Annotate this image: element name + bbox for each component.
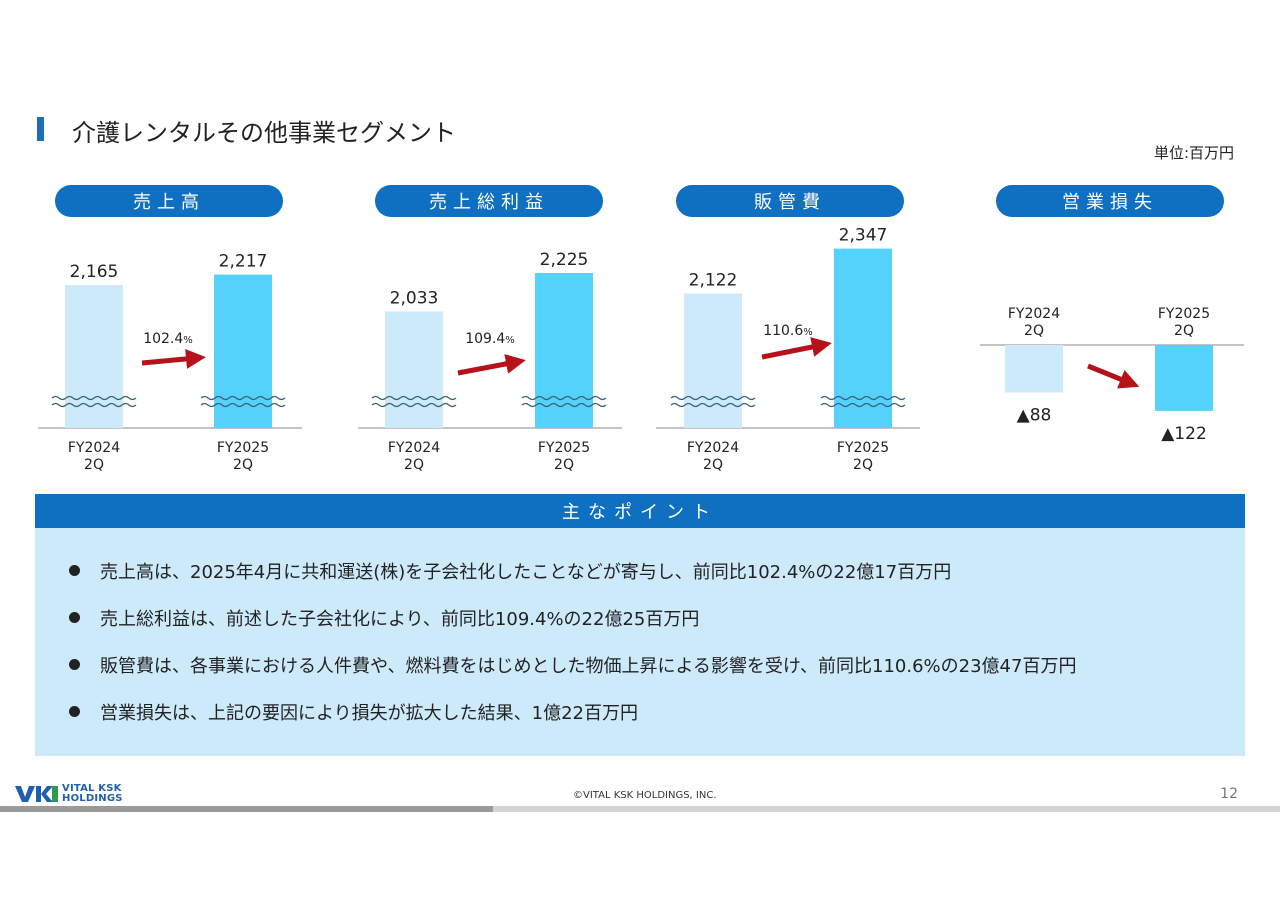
growth-arrow (457, 354, 526, 376)
chart-title-gross-profit: 売上総利益 (375, 185, 603, 217)
bar (65, 285, 123, 428)
bar (1155, 345, 1213, 411)
segment-charts: 2,165 FY2024 2Q 2,217 FY2025 2Q 102.4% 2,033 FY2… (38, 226, 1244, 473)
tick-label: FY2025 2Q (837, 440, 889, 473)
axis-break (200, 395, 286, 401)
axis-break (670, 395, 756, 401)
point-item: 売上総利益は、前述した子会社化により、前同比109.4%の22億25百万円 (65, 605, 1076, 652)
tick-label: FY2024 2Q (1008, 306, 1060, 339)
tick-label: FY2024 2Q (687, 440, 739, 473)
points-heading: 主なポイント (35, 494, 1245, 528)
growth-arrow (141, 348, 206, 369)
tick-label: FY2025 2Q (538, 440, 590, 473)
chart-title-operating-loss: 営業損失 (996, 185, 1224, 217)
bar (535, 273, 593, 428)
bullet-icon (69, 706, 80, 717)
data-label: 2,165 (70, 262, 119, 282)
data-label: ▲122 (1161, 424, 1207, 444)
chart-title-sga: 販管費 (676, 185, 904, 217)
logo-line-1: VITAL KSK (62, 783, 122, 794)
growth-arrow (1087, 363, 1140, 389)
change-label: 109.4% (465, 331, 515, 347)
footer-divider (0, 806, 1280, 812)
bar (1005, 345, 1063, 393)
tick-label: FY2025 2Q (217, 440, 269, 473)
point-text: 売上高は、2025年4月に共和運送(株)を子会社化したことなどが寄与し、前同比1… (100, 562, 952, 583)
axis-break (371, 395, 457, 401)
axis-break (200, 402, 286, 408)
point-item: 営業損失は、上記の要因により損失が拡大した結果、1億22百万円 (65, 699, 1076, 746)
data-label: ▲88 (1017, 406, 1052, 426)
points-box: 売上高は、2025年4月に共和運送(株)を子会社化したことなどが寄与し、前同比1… (35, 528, 1245, 756)
axis-break (820, 395, 906, 401)
tick-label: FY2024 2Q (388, 440, 440, 473)
bar (385, 311, 443, 428)
data-label: 2,347 (839, 226, 888, 246)
point-text: 売上総利益は、前述した子会社化により、前同比109.4%の22億25百万円 (100, 609, 700, 630)
data-label: 2,122 (689, 271, 738, 291)
unit-label: 単位:百万円 (1153, 144, 1234, 162)
point-item: 売上高は、2025年4月に共和運送(株)を子会社化したことなどが寄与し、前同比1… (65, 558, 1076, 605)
tick-label: FY2024 2Q (68, 440, 120, 473)
page-number: 12 (1220, 786, 1238, 802)
point-item: 販管費は、各事業における人件費や、燃料費をはじめとした物価上昇による影響を受け、… (65, 652, 1076, 699)
bar (684, 293, 742, 428)
logo-text: VITAL KSK HOLDINGS (62, 784, 123, 804)
change-label: 110.6% (763, 323, 813, 339)
bullet-icon (69, 612, 80, 623)
tick-label: FY2025 2Q (1158, 306, 1210, 339)
change-label: 102.4% (143, 331, 193, 347)
logo-mark-icon (15, 786, 58, 802)
logo-line-2: HOLDINGS (62, 793, 123, 804)
points-list: 売上高は、2025年4月に共和運送(株)を子会社化したことなどが寄与し、前同比1… (65, 558, 1076, 746)
point-text: 営業損失は、上記の要因により損失が拡大した結果、1億22百万円 (100, 703, 638, 724)
bullet-icon (69, 659, 80, 670)
axis-break (51, 395, 137, 401)
chart-title-sales: 売上高 (55, 185, 283, 217)
axis-break (51, 402, 137, 408)
growth-arrow (761, 337, 832, 360)
page-title: 介護レンタルその他事業セグメント (72, 119, 456, 147)
bullet-icon (69, 565, 80, 576)
axis-break (820, 402, 906, 408)
bar (214, 274, 272, 428)
data-label: 2,033 (390, 288, 439, 308)
company-logo: VITAL KSK HOLDINGS (15, 784, 123, 804)
data-label: 2,225 (540, 250, 589, 270)
axis-break (521, 402, 607, 408)
axis-break (521, 395, 607, 401)
copyright: ©VITAL KSK HOLDINGS, INC. (573, 790, 717, 801)
bar (834, 248, 892, 428)
point-text: 販管費は、各事業における人件費や、燃料費をはじめとした物価上昇による影響を受け、… (100, 656, 1077, 677)
data-label: 2,217 (219, 252, 268, 272)
axis-break (371, 402, 457, 408)
axis-break (670, 402, 756, 408)
footer-divider-accent (0, 806, 493, 812)
title-accent-bar (37, 117, 44, 141)
